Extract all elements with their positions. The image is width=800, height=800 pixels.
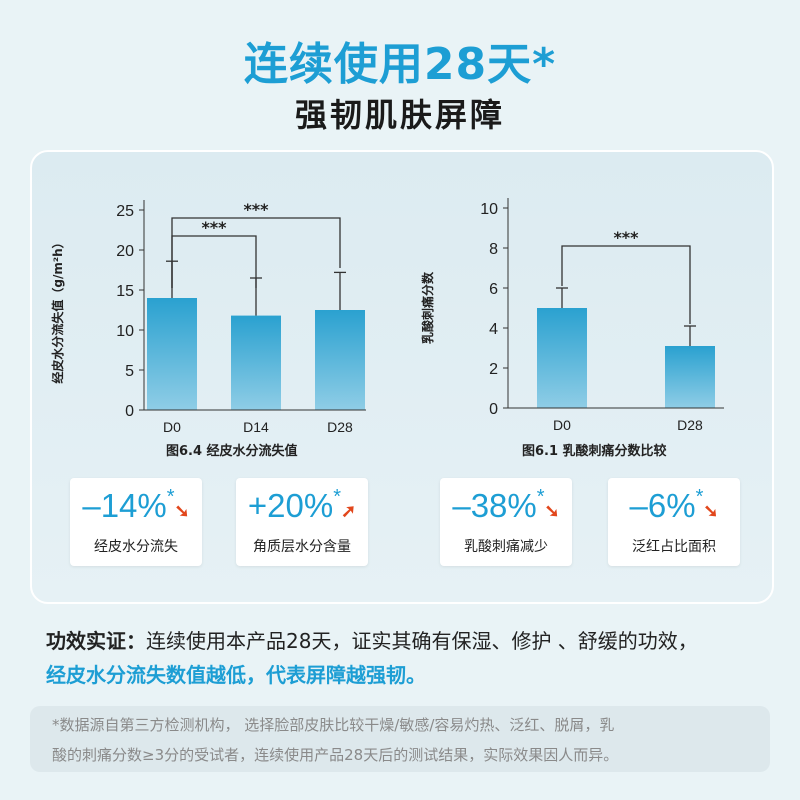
asterisk: * (695, 486, 704, 508)
y-tick-label: 5 (125, 363, 134, 380)
stat-value: –6% (629, 487, 696, 524)
footnote-line2: 酸的刺痛分数≥3分的受试者，连续使用产品28天后的测试结果，实际效果因人而异。 (52, 746, 619, 764)
bar-d0 (147, 298, 197, 410)
y-tick-label: 10 (116, 323, 134, 340)
x-tick-label: D14 (243, 419, 269, 435)
x-tick-label: D28 (327, 419, 353, 435)
footnote-line1: *数据源自第三方检测机构， 选择脸部皮肤比较干燥/敏感/容易灼热、泛红、脱屑，乳 (52, 716, 615, 734)
y-axis-label: 经皮水分流失值（g/m²h） (50, 236, 65, 383)
stat-value: –14% (82, 487, 167, 524)
chart-tewl-title: 图6.4 经皮水分流失值 (166, 444, 298, 459)
chart-lactic-sting: 0 2 4 6 8 10 乳酸刺痛分数 D0 D28 *** (420, 198, 724, 433)
arrow-up-icon: ➚ (341, 501, 357, 521)
efficacy-claim: 功效实证：连续使用本产品28天，证实其确有保湿、修护 、舒缓的功效， 经皮水分流… (46, 624, 786, 692)
bar-d14 (231, 315, 281, 410)
significance-bracket (171, 217, 341, 288)
stat-value: –38% (452, 487, 537, 524)
arrow-down-icon: ➘ (703, 501, 719, 521)
arrow-down-icon: ➘ (174, 501, 190, 521)
arrow-down-icon: ➘ (544, 501, 560, 521)
subheadline: 强韧肌肤屏障 (294, 96, 505, 134)
stat-card-tewl: –14%*➘ 经皮水分流失 (70, 478, 202, 566)
stat-label: 乳酸刺痛减少 (464, 539, 548, 555)
bar-d28 (315, 310, 365, 410)
stat-card-sting: –38%*➘ 乳酸刺痛减少 (440, 478, 572, 566)
claim-prefix: 功效实证： (46, 629, 146, 653)
y-tick-label: 8 (489, 241, 498, 258)
y-tick-label: 10 (480, 201, 498, 218)
significance-label: *** (243, 200, 269, 219)
chart-tewl: 0 5 10 15 20 25 经皮水分流失值（g/m²h） D0 D14 D28 *** *** (50, 200, 366, 435)
footnote: *数据源自第三方检测机构， 选择脸部皮肤比较干燥/敏感/容易灼热、泛红、脱屑，乳… (30, 706, 770, 772)
y-tick-label: 0 (489, 401, 498, 418)
chart-lactic-title: 图6.1 乳酸刺痛分数比较 (522, 444, 667, 459)
y-tick-label: 15 (116, 283, 134, 300)
y-tick-label: 6 (489, 281, 498, 298)
x-tick-label: D28 (677, 417, 703, 433)
significance-bracket (171, 235, 257, 288)
asterisk: * (333, 486, 342, 508)
x-tick-label: D0 (163, 419, 181, 435)
claim-line2: 经皮水分流失数值越低，代表屏障越强韧。 (46, 663, 426, 687)
x-tick-label: D0 (553, 417, 571, 433)
y-tick-label: 0 (125, 403, 134, 420)
headline: 连续使用28天* (243, 39, 557, 90)
significance-label: *** (201, 218, 227, 237)
y-tick-label: 25 (116, 203, 134, 220)
stat-label: 泛红占比面积 (632, 539, 716, 555)
asterisk: * (166, 486, 175, 508)
stat-label: 角质层水分含量 (253, 539, 351, 555)
claim-line1: 连续使用本产品28天，证实其确有保湿、修护 、舒缓的功效， (146, 629, 698, 653)
y-tick-label: 2 (489, 361, 498, 378)
y-tick-label: 20 (116, 243, 134, 260)
asterisk: * (536, 486, 545, 508)
stat-card-hydration: +20%*➚ 角质层水分含量 (236, 478, 368, 566)
bar-d0 (537, 308, 587, 408)
bar-d28 (665, 346, 715, 408)
y-tick-label: 4 (489, 321, 498, 338)
stat-value: +20% (247, 487, 334, 524)
significance-bracket (561, 245, 691, 324)
y-axis-label: 乳酸刺痛分数 (420, 271, 435, 344)
stat-card-redness: –6%*➘ 泛红占比面积 (608, 478, 740, 566)
significance-label: *** (613, 228, 639, 247)
stat-label: 经皮水分流失 (94, 539, 178, 555)
